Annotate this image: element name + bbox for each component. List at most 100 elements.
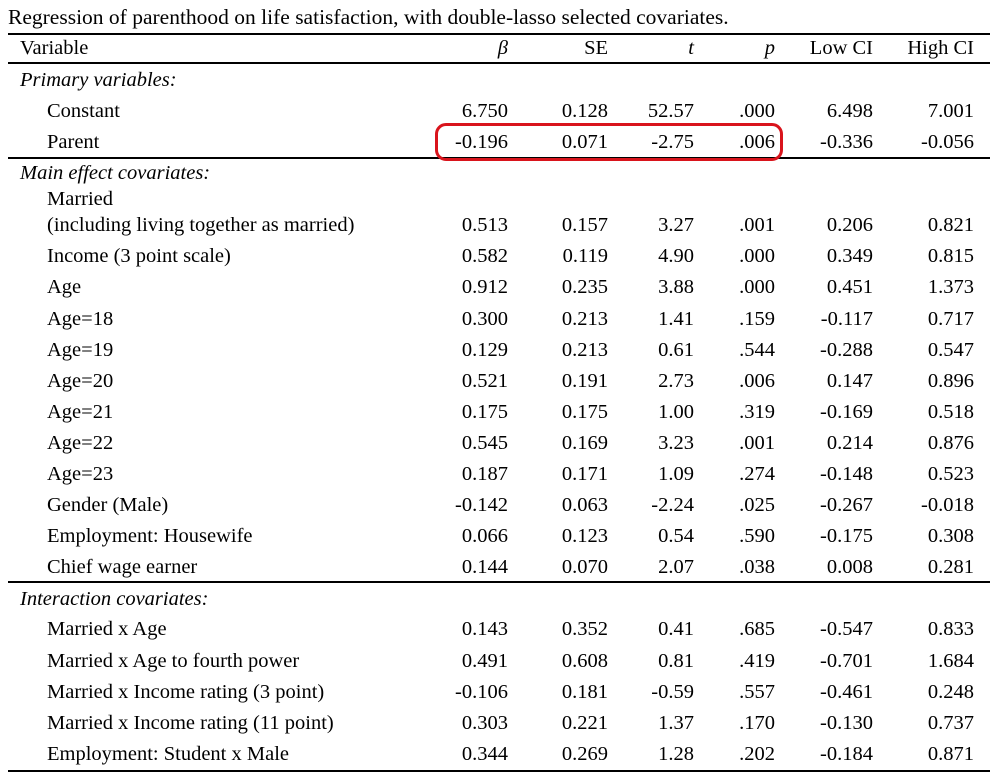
cell-high-ci: 1.373 — [927, 276, 974, 298]
cell-t: 2.73 — [658, 370, 694, 392]
cell-low-ci: -0.130 — [820, 712, 873, 734]
cell-beta: 6.750 — [461, 100, 508, 122]
cell-t: 1.37 — [658, 712, 694, 734]
cell-beta: 0.129 — [461, 339, 508, 361]
cell-p: .170 — [739, 712, 775, 734]
section-label: Main effect covariates: — [20, 162, 211, 184]
header-high-ci: High CI — [907, 37, 974, 59]
header-low-ci: Low CI — [809, 37, 873, 59]
cell-beta: 0.175 — [461, 401, 508, 423]
cell-se: 0.235 — [561, 276, 608, 298]
cell-se: 0.181 — [561, 681, 608, 703]
row-label: Married x Age to fourth power — [47, 650, 300, 672]
cell-t: -0.59 — [651, 681, 694, 703]
cell-se: 0.175 — [561, 401, 608, 423]
cell-beta: 0.912 — [461, 276, 508, 298]
cell-t: 1.00 — [658, 401, 694, 423]
cell-t: 3.23 — [658, 432, 694, 454]
cell-low-ci: -0.117 — [820, 308, 873, 330]
section-rule — [8, 157, 990, 159]
cell-beta: 0.143 — [461, 618, 508, 640]
cell-low-ci: -0.169 — [820, 401, 873, 423]
cell-t: 3.88 — [658, 276, 694, 298]
section-rule — [8, 581, 990, 583]
cell-se: 0.191 — [561, 370, 608, 392]
cell-beta: -0.142 — [455, 494, 508, 516]
cell-high-ci: -0.056 — [921, 131, 974, 153]
cell-se: 0.063 — [561, 494, 608, 516]
cell-t: -2.75 — [651, 131, 694, 153]
row-label: Married x Age — [47, 618, 167, 640]
cell-beta: 0.582 — [461, 245, 508, 267]
cell-low-ci: 0.349 — [826, 245, 873, 267]
cell-low-ci: -0.461 — [820, 681, 873, 703]
cell-t: 1.28 — [658, 743, 694, 765]
cell-low-ci: 6.498 — [826, 100, 873, 122]
cell-se: 0.213 — [561, 308, 608, 330]
cell-t: 4.90 — [658, 245, 694, 267]
row-label: Age=19 — [47, 339, 114, 361]
cell-t: -2.24 — [651, 494, 694, 516]
cell-p: .000 — [739, 276, 775, 298]
cell-se: 0.608 — [561, 650, 608, 672]
cell-low-ci: -0.701 — [820, 650, 873, 672]
cell-low-ci: -0.547 — [820, 618, 873, 640]
row-label: Married x Income rating (11 point) — [47, 712, 334, 734]
cell-beta: 0.491 — [461, 650, 508, 672]
header-variable: Variable — [20, 37, 89, 59]
cell-se: 0.169 — [561, 432, 608, 454]
row-label: Age=20 — [47, 370, 114, 392]
header-rule — [8, 62, 990, 64]
cell-low-ci: 0.206 — [826, 214, 873, 236]
cell-high-ci: 0.815 — [927, 245, 974, 267]
row-label: Chief wage earner — [47, 556, 198, 578]
cell-p: .000 — [739, 245, 775, 267]
cell-low-ci: -0.288 — [820, 339, 873, 361]
cell-se: 0.070 — [561, 556, 608, 578]
row-label: Income (3 point scale) — [47, 245, 231, 267]
cell-p: .590 — [739, 525, 775, 547]
row-label: Age — [47, 276, 82, 298]
cell-high-ci: 0.871 — [927, 743, 974, 765]
cell-se: 0.171 — [561, 463, 608, 485]
cell-high-ci: 0.308 — [927, 525, 974, 547]
cell-t: 0.61 — [658, 339, 694, 361]
cell-low-ci: -0.148 — [820, 463, 873, 485]
cell-beta: -0.196 — [455, 131, 508, 153]
row-label: Employment: Student x Male — [47, 743, 289, 765]
cell-beta: 0.144 — [461, 556, 508, 578]
table-caption: Regression of parenthood on life satisfa… — [8, 5, 729, 29]
row-label: Married — [47, 188, 114, 210]
cell-high-ci: 0.737 — [927, 712, 974, 734]
cell-high-ci: 0.833 — [927, 618, 974, 640]
cell-t: 0.81 — [658, 650, 694, 672]
cell-p: .001 — [739, 432, 775, 454]
cell-se: 0.128 — [561, 100, 608, 122]
cell-beta: -0.106 — [455, 681, 508, 703]
cell-high-ci: -0.018 — [921, 494, 974, 516]
cell-beta: 0.545 — [461, 432, 508, 454]
row-label: Employment: Housewife — [47, 525, 253, 547]
row-label: Age=23 — [47, 463, 114, 485]
cell-p: .557 — [739, 681, 775, 703]
cell-high-ci: 0.896 — [927, 370, 974, 392]
cell-low-ci: 0.214 — [826, 432, 873, 454]
cell-high-ci: 7.001 — [927, 100, 974, 122]
cell-beta: 0.521 — [461, 370, 508, 392]
cell-p: .319 — [739, 401, 775, 423]
bottom-rule — [8, 770, 990, 772]
cell-beta: 0.303 — [461, 712, 508, 734]
cell-high-ci: 0.717 — [927, 308, 974, 330]
cell-t: 1.41 — [658, 308, 694, 330]
cell-t: 0.54 — [658, 525, 694, 547]
cell-p: .419 — [739, 650, 775, 672]
row-label: Age=22 — [47, 432, 114, 454]
cell-p: .685 — [739, 618, 775, 640]
cell-p: .006 — [739, 370, 775, 392]
cell-t: 2.07 — [658, 556, 694, 578]
cell-low-ci: 0.147 — [826, 370, 873, 392]
cell-p: .025 — [739, 494, 775, 516]
cell-high-ci: 0.281 — [927, 556, 974, 578]
row-label-line2: (including living together as married) — [47, 214, 355, 236]
cell-beta: 0.300 — [461, 308, 508, 330]
